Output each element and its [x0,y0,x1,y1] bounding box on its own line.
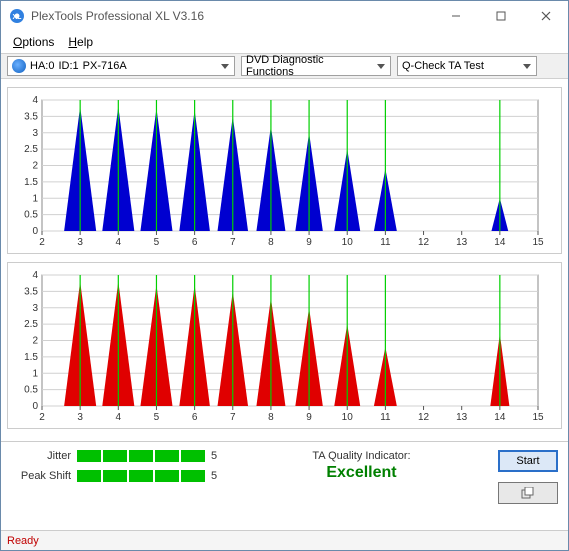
svg-text:13: 13 [456,237,468,248]
svg-text:3.5: 3.5 [24,286,38,297]
status-text: Ready [7,535,39,547]
minimize-button[interactable] [433,1,478,31]
svg-text:1: 1 [32,368,38,379]
svg-text:9: 9 [306,237,312,248]
svg-text:3: 3 [32,303,38,314]
svg-text:1.5: 1.5 [24,177,38,188]
maximize-button[interactable] [478,1,523,31]
svg-text:5: 5 [154,412,160,423]
svg-text:3: 3 [77,237,83,248]
svg-text:XL: XL [13,14,23,21]
svg-text:6: 6 [192,412,198,423]
device-ha: HA:0 [30,60,54,72]
menu-help[interactable]: Help [62,33,99,51]
jitter-bars [77,450,205,462]
svg-text:7: 7 [230,237,236,248]
svg-text:11: 11 [380,237,391,248]
svg-text:2: 2 [39,237,45,248]
svg-text:0.5: 0.5 [24,385,38,396]
svg-text:15: 15 [532,412,544,423]
svg-text:13: 13 [456,412,468,423]
quality-indicator: TA Quality Indicator: Excellent [243,450,480,482]
chart-top: 0 0.5 1 1.5 2 2.5 3 3.5 4 2 3 4 5 6 7 8 9 10 11 12 13 14 15 [12,94,544,249]
svg-text:3: 3 [32,128,38,139]
device-combo[interactable]: HA:0 ID:1 PX-716A [7,56,235,76]
svg-text:9: 9 [306,412,312,423]
svg-text:4: 4 [116,412,122,423]
svg-text:12: 12 [418,237,430,248]
app-icon: XL [9,8,25,24]
svg-text:3.5: 3.5 [24,111,38,122]
test-combo[interactable]: Q-Check TA Test [397,56,537,76]
svg-text:8: 8 [268,237,274,248]
bottom-panel: Jitter 5 Peak Shift 5 TA Quality Indicat… [1,441,568,510]
metrics: Jitter 5 Peak Shift 5 [11,450,225,482]
svg-text:2: 2 [32,336,38,347]
svg-text:14: 14 [494,412,506,423]
svg-text:2.5: 2.5 [24,144,38,155]
close-button[interactable] [523,1,568,31]
svg-text:3: 3 [77,412,83,423]
jitter-value: 5 [211,450,225,462]
svg-text:10: 10 [342,412,354,423]
functions-combo[interactable]: DVD Diagnostic Functions [241,56,391,76]
window-title: PlexTools Professional XL V3.16 [31,9,433,23]
svg-text:0.5: 0.5 [24,210,38,221]
svg-text:11: 11 [380,412,391,423]
statusbar: Ready [1,530,568,550]
start-button[interactable]: Start [498,450,558,472]
jitter-label: Jitter [11,450,71,462]
chart-bottom-panel: 0 0.5 1 1.5 2 2.5 3 3.5 4 2 3 4 5 6 7 8 9 10 11 12 13 14 15 [7,262,562,429]
copy-icon [521,487,535,499]
toolbar: HA:0 ID:1 PX-716A DVD Diagnostic Functio… [1,53,568,79]
svg-text:0: 0 [32,401,38,412]
jitter-row: Jitter 5 [11,450,225,462]
charts-area: 00.511.522.533.5423456789101112131415 00… [1,79,568,441]
device-model: PX-716A [83,60,127,72]
device-id: ID:1 [58,60,78,72]
chart-top-panel: 0 0.5 1 1.5 2 2.5 3 3.5 4 2 3 4 5 6 7 8 9 10 11 12 13 14 15 [7,87,562,254]
svg-text:1.5: 1.5 [24,352,38,363]
svg-text:1: 1 [32,193,38,204]
svg-text:7: 7 [230,412,236,423]
peakshift-label: Peak Shift [11,470,71,482]
svg-text:2: 2 [39,412,45,423]
buttons: Start [498,450,558,504]
quality-value: Excellent [243,464,480,482]
svg-text:8: 8 [268,412,274,423]
svg-text:4: 4 [32,270,38,281]
disc-icon [12,59,26,73]
quality-label: TA Quality Indicator: [243,450,480,462]
svg-text:0: 0 [32,226,38,237]
menubar: Options Help [1,31,568,53]
svg-text:5: 5 [154,237,160,248]
svg-text:12: 12 [418,412,430,423]
copy-button[interactable] [498,482,558,504]
menu-options[interactable]: Options [7,33,60,51]
peakshift-row: Peak Shift 5 [11,470,225,482]
svg-text:4: 4 [116,237,122,248]
chart-bottom: 0 0.5 1 1.5 2 2.5 3 3.5 4 2 3 4 5 6 7 8 9 10 11 12 13 14 15 [12,269,544,424]
svg-text:6: 6 [192,237,198,248]
peakshift-bars [77,470,205,482]
peakshift-value: 5 [211,470,225,482]
svg-text:14: 14 [494,237,506,248]
svg-text:2.5: 2.5 [24,319,38,330]
svg-text:2: 2 [32,161,38,172]
svg-text:15: 15 [532,237,544,248]
titlebar: XL PlexTools Professional XL V3.16 [1,1,568,31]
svg-text:10: 10 [342,237,354,248]
svg-text:4: 4 [32,95,38,106]
